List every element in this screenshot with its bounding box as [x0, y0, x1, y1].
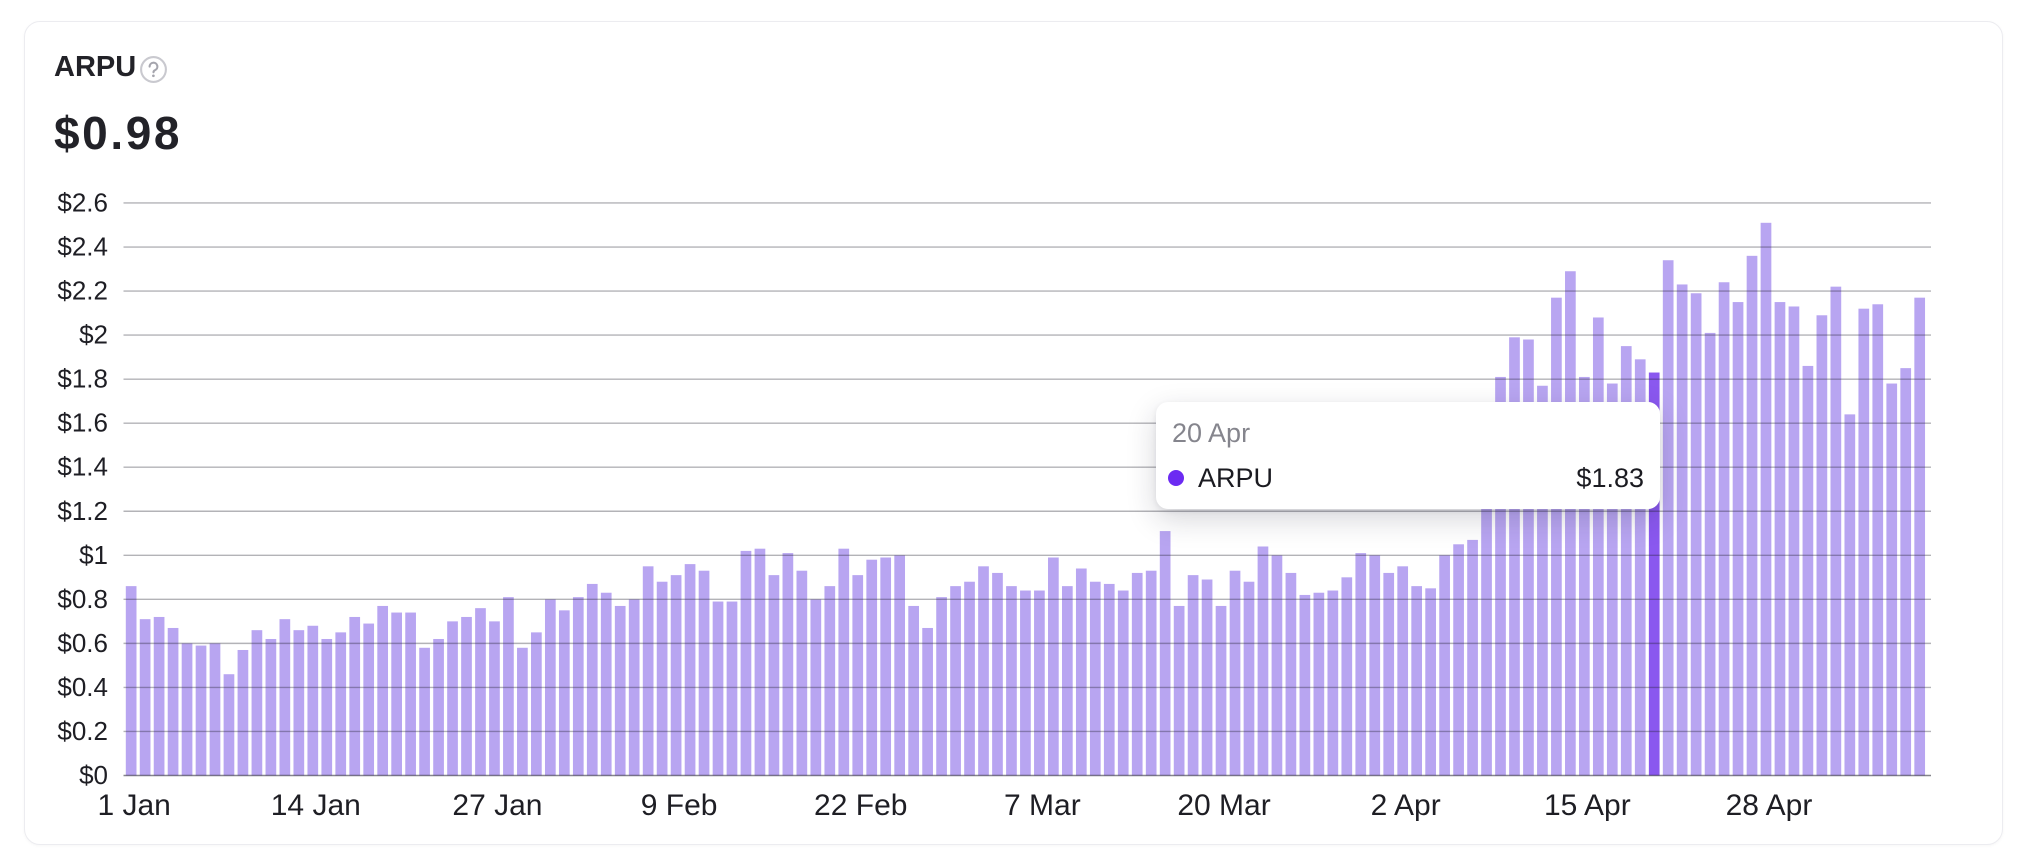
- svg-text:$0.4: $0.4: [57, 672, 108, 702]
- svg-text:$1.4: $1.4: [57, 452, 108, 482]
- svg-text:$2.4: $2.4: [57, 232, 108, 262]
- svg-text:$0.2: $0.2: [57, 716, 108, 746]
- svg-text:15 Apr: 15 Apr: [1544, 789, 1631, 822]
- svg-text:9 Feb: 9 Feb: [641, 789, 718, 822]
- svg-text:22 Feb: 22 Feb: [814, 789, 907, 822]
- svg-text:$1.6: $1.6: [57, 408, 108, 438]
- svg-text:1 Jan: 1 Jan: [97, 789, 170, 822]
- svg-text:28 Apr: 28 Apr: [1726, 789, 1813, 822]
- svg-text:$1.2: $1.2: [57, 496, 108, 526]
- svg-text:20 Mar: 20 Mar: [1177, 789, 1270, 822]
- svg-text:7 Mar: 7 Mar: [1004, 789, 1081, 822]
- svg-text:$1: $1: [79, 540, 108, 570]
- svg-text:$2.6: $2.6: [57, 187, 108, 217]
- svg-text:$2: $2: [79, 320, 108, 350]
- svg-text:2 Apr: 2 Apr: [1371, 789, 1441, 822]
- svg-text:$1.8: $1.8: [57, 364, 108, 394]
- svg-text:27 Jan: 27 Jan: [452, 789, 542, 822]
- svg-text:14 Jan: 14 Jan: [271, 789, 361, 822]
- svg-text:$0.8: $0.8: [57, 584, 108, 614]
- svg-text:$0.6: $0.6: [57, 628, 108, 658]
- svg-text:$2.2: $2.2: [57, 276, 108, 306]
- svg-text:$0: $0: [79, 760, 108, 790]
